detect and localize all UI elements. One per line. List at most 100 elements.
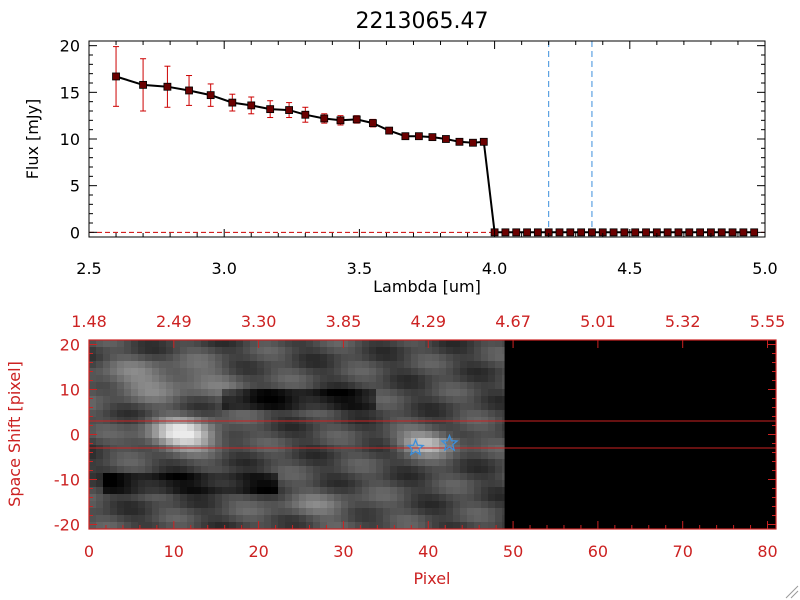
image-cell <box>222 403 229 410</box>
image-cell <box>201 368 208 375</box>
image-cell <box>117 340 124 347</box>
image-cell <box>334 424 341 431</box>
image-cell <box>404 452 411 459</box>
image-cell <box>488 368 495 375</box>
image-cell <box>383 389 390 396</box>
image-cell <box>502 396 505 403</box>
image-cell <box>243 410 250 417</box>
image-cell <box>411 515 418 522</box>
image-cell <box>145 459 152 466</box>
image-cell <box>341 403 348 410</box>
image-cell <box>250 438 257 445</box>
image-cell <box>439 431 446 438</box>
image-cell <box>320 389 327 396</box>
image-cell <box>341 487 348 494</box>
image-cell <box>201 403 208 410</box>
image-cell <box>103 396 110 403</box>
image-cell <box>348 501 355 508</box>
image-cell <box>131 438 138 445</box>
image-cell <box>453 501 460 508</box>
image-cell <box>334 473 341 480</box>
image-cell <box>439 473 446 480</box>
data-point <box>442 135 450 143</box>
image-cell <box>124 459 131 466</box>
image-cell <box>292 347 299 354</box>
image-cell <box>306 438 313 445</box>
image-cell <box>236 501 243 508</box>
image-cell <box>425 361 432 368</box>
image-cell <box>117 354 124 361</box>
image-cell <box>418 501 425 508</box>
image-cell <box>285 494 292 501</box>
image-cell <box>145 347 152 354</box>
image-cell <box>285 410 292 417</box>
image-cell <box>159 501 166 508</box>
image-cell <box>404 403 411 410</box>
image-cell <box>341 347 348 354</box>
image-cell <box>474 382 481 389</box>
image-cell <box>180 375 187 382</box>
image-cell <box>467 480 474 487</box>
image-cell <box>89 487 96 494</box>
image-cell <box>152 361 159 368</box>
image-cell <box>369 452 376 459</box>
image-cell <box>96 410 103 417</box>
image-cell <box>502 410 505 417</box>
image-cell <box>418 473 425 480</box>
image-cell <box>327 361 334 368</box>
image-cell <box>446 487 453 494</box>
image-cell <box>173 452 180 459</box>
image-cell <box>292 431 299 438</box>
image-cell <box>285 466 292 473</box>
image-cell <box>411 452 418 459</box>
image-cell <box>376 382 383 389</box>
image-cell <box>481 494 488 501</box>
image-cell <box>306 501 313 508</box>
image-cell <box>124 410 131 417</box>
image-cell <box>439 396 446 403</box>
image-cell <box>264 361 271 368</box>
image-cell <box>474 424 481 431</box>
image-cell <box>348 382 355 389</box>
image-cell <box>320 515 327 522</box>
image-cell <box>236 354 243 361</box>
image-cell <box>383 340 390 347</box>
image-cell <box>166 501 173 508</box>
image-cell <box>229 361 236 368</box>
image-cell <box>124 480 131 487</box>
image-cell <box>446 389 453 396</box>
image-cell <box>117 515 124 522</box>
resize-grip[interactable] <box>785 585 799 599</box>
image-cell <box>376 361 383 368</box>
image-cell <box>243 382 250 389</box>
image-cell <box>299 396 306 403</box>
image-cell <box>432 431 439 438</box>
image-cell <box>460 452 467 459</box>
image-cell <box>488 459 495 466</box>
image-cell <box>173 382 180 389</box>
image-cell <box>390 410 397 417</box>
image-cell <box>194 480 201 487</box>
image-cell <box>320 501 327 508</box>
image-cell <box>341 515 348 522</box>
image-cell <box>215 487 222 494</box>
image-cell <box>327 354 334 361</box>
image-cell <box>187 403 194 410</box>
image-cell <box>355 466 362 473</box>
image-cell <box>222 375 229 382</box>
image-cell <box>138 354 145 361</box>
image-cell <box>173 466 180 473</box>
image-cell <box>313 466 320 473</box>
image-cell <box>173 501 180 508</box>
image-cell <box>201 501 208 508</box>
image-cell <box>306 354 313 361</box>
top-tick-label: 3.85 <box>326 312 362 331</box>
image-cell <box>404 466 411 473</box>
image-cell <box>173 375 180 382</box>
image-cell <box>180 438 187 445</box>
image-cell <box>187 354 194 361</box>
image-cell <box>418 389 425 396</box>
image-cell <box>138 340 145 347</box>
data-point <box>428 133 437 142</box>
